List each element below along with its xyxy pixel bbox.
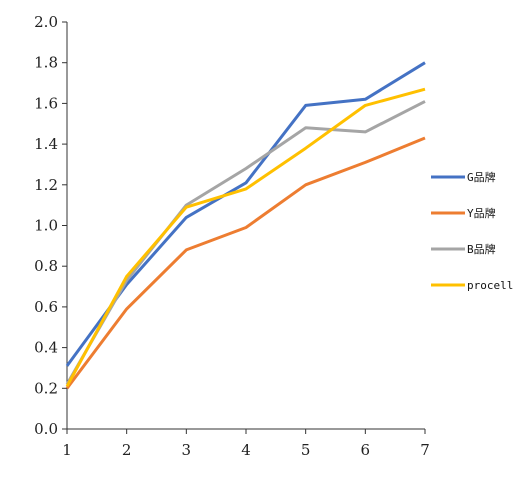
series-line-2 — [65, 100, 426, 385]
legend-label: B品牌 — [467, 242, 496, 256]
y-tick-label: 0.8 — [34, 257, 58, 275]
y-tick-label: 1.4 — [34, 135, 58, 153]
y-tick-label: 0.0 — [34, 420, 58, 438]
series-line-1 — [65, 136, 426, 390]
legend-label: Y品牌 — [467, 206, 496, 220]
series-line-0 — [65, 61, 426, 367]
x-tick-label: 4 — [241, 441, 251, 459]
y-tick-label: 1.6 — [34, 94, 58, 112]
legend-label: G品牌 — [467, 170, 496, 184]
y-tick-label: 1.2 — [34, 176, 58, 194]
x-tick-label: 6 — [361, 441, 371, 459]
x-tick-label: 3 — [182, 441, 192, 459]
x-tick-label: 2 — [122, 441, 132, 459]
series-lines — [65, 61, 426, 390]
x-tick-label: 7 — [420, 441, 430, 459]
y-tick-label: 0.6 — [34, 298, 58, 316]
y-tick-label: 0.2 — [34, 379, 58, 397]
y-tick-label: 1.8 — [34, 54, 58, 72]
x-tick-label: 1 — [62, 441, 72, 459]
legend-label: procell — [467, 279, 513, 292]
legend: G品牌 Y品牌 B品牌 procell — [431, 170, 513, 292]
x-tick-label: 5 — [301, 441, 311, 459]
y-tick-label: 2.0 — [34, 13, 58, 31]
y-tick-label: 0.4 — [34, 339, 58, 357]
axes: 0.0 0.2 0.4 0.6 0.8 1.0 1.2 1.4 1.6 1.8 2.0 1 2 3 4 5 6 7 — [34, 13, 430, 459]
series-line-3 — [65, 87, 426, 388]
y-tick-label: 1.0 — [34, 217, 58, 235]
